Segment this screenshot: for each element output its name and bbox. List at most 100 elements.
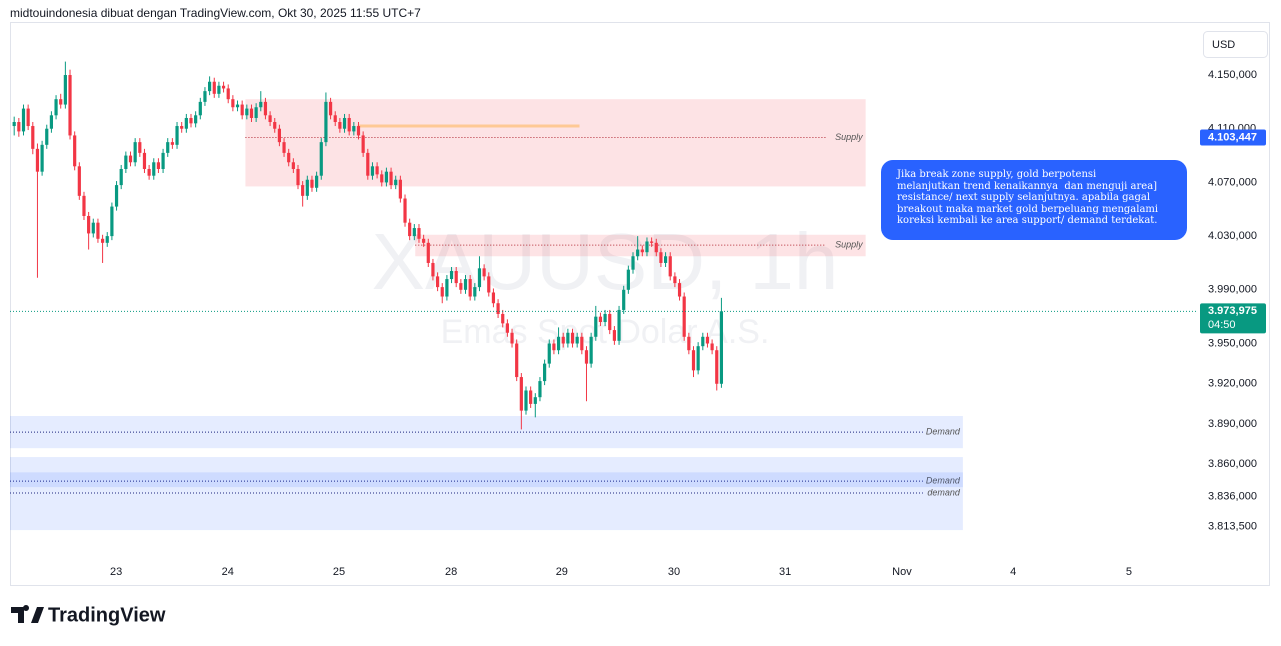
candle-body — [208, 81, 212, 92]
candle-body — [59, 99, 63, 105]
candle-body — [440, 287, 444, 297]
candle-body — [412, 228, 416, 237]
candle-body — [510, 332, 514, 344]
brand-name: TradingView — [48, 604, 166, 626]
candle-body — [91, 222, 95, 234]
candle-body — [370, 166, 375, 176]
candle-body — [301, 185, 305, 196]
candle-body — [710, 343, 714, 351]
annotation-line: resistance/ next supply selanjutnya. apa… — [897, 192, 1151, 203]
x-tick-label: 31 — [779, 566, 791, 578]
annotation-line: melanjutkan trend kenaikannya dan menguj… — [897, 180, 1158, 192]
candle-body — [21, 108, 26, 132]
candle-body — [636, 249, 640, 257]
candle-body — [68, 75, 72, 136]
candle-body — [408, 222, 412, 237]
candle-body — [180, 126, 184, 129]
candle-body — [31, 126, 35, 149]
y-tick-label: 3.890,000 — [1208, 418, 1257, 430]
candle-body — [296, 168, 300, 186]
candle-body — [161, 152, 165, 169]
candle-body — [333, 115, 337, 123]
candle-body — [612, 330, 616, 341]
candle-body — [87, 215, 91, 234]
currency-button[interactable] — [1203, 31, 1268, 58]
candle-body — [426, 242, 430, 263]
header: midtouindonesia dibuat dengan TradingVie… — [10, 6, 421, 20]
candle-body — [556, 336, 561, 351]
candle-body — [687, 336, 691, 351]
candle-body — [124, 155, 128, 169]
candle-body — [547, 343, 551, 364]
candle-body — [73, 135, 77, 167]
candle-body — [463, 279, 468, 290]
candle-body — [221, 85, 226, 89]
candle-body — [701, 336, 705, 347]
x-tick-label: 25 — [333, 566, 345, 578]
x-tick-label: 4 — [1010, 566, 1016, 578]
candle-body — [128, 155, 133, 163]
candle-body — [398, 179, 402, 199]
candle-body — [487, 276, 491, 293]
candle-body — [240, 104, 244, 116]
annotation-line: Jika break zone supply, gold berpotensi — [897, 169, 1097, 180]
candle-body — [26, 108, 30, 127]
y-tick-label: 3.836,000 — [1208, 490, 1257, 502]
currency-label[interactable]: USD — [1212, 39, 1235, 51]
candle-body — [645, 241, 649, 253]
candle-body — [315, 175, 319, 188]
candle-body — [170, 142, 174, 145]
zone-label: Supply — [835, 239, 863, 249]
candle-body — [570, 332, 575, 344]
candle-body — [254, 107, 258, 118]
candle-body — [659, 252, 663, 263]
x-tick-label: 24 — [222, 566, 234, 578]
candle-body — [249, 108, 254, 118]
candle-body — [184, 117, 188, 129]
candle-body — [328, 101, 333, 116]
price-tag — [1200, 303, 1266, 334]
candle-body — [138, 142, 142, 153]
candle-body — [668, 256, 672, 277]
candle-body — [338, 122, 342, 129]
candle-body — [361, 135, 365, 153]
candle-body — [273, 122, 277, 129]
candle-body — [319, 142, 323, 176]
candle-body — [133, 142, 137, 163]
brand-logo: TradingView — [11, 604, 166, 626]
y-tick-label: 3.920,000 — [1208, 378, 1257, 390]
candle-body — [17, 122, 21, 132]
candle-body — [82, 195, 86, 216]
candle-body — [403, 198, 407, 223]
candle-body — [105, 236, 109, 243]
candle-body — [142, 152, 147, 169]
x-tick-label: 30 — [668, 566, 680, 578]
zone — [10, 457, 963, 531]
candle-body — [431, 262, 435, 277]
candle-body — [384, 171, 389, 183]
candle-body — [691, 350, 696, 371]
candle-body — [468, 279, 472, 297]
candle-body — [380, 174, 384, 183]
candle-body — [189, 117, 193, 124]
candle-body — [538, 381, 542, 398]
candle-body — [305, 179, 309, 196]
candle-body — [375, 166, 379, 175]
y-tick-label: 3.990,000 — [1208, 284, 1257, 296]
candle-body — [226, 88, 230, 100]
candle-body — [203, 91, 207, 102]
candle-body — [114, 185, 119, 207]
candle-body — [291, 162, 295, 169]
zone — [245, 99, 866, 187]
candle-body — [705, 336, 710, 344]
candle-body — [119, 168, 123, 186]
candle-body — [622, 289, 626, 310]
candle-body — [356, 126, 361, 136]
candle-body — [35, 148, 40, 172]
candle-body — [543, 363, 547, 382]
candle-body — [352, 126, 356, 132]
y-tick-label: 3.860,000 — [1208, 458, 1257, 470]
candle-body — [417, 228, 421, 239]
candle-body — [594, 316, 598, 337]
candle-body — [454, 271, 458, 284]
